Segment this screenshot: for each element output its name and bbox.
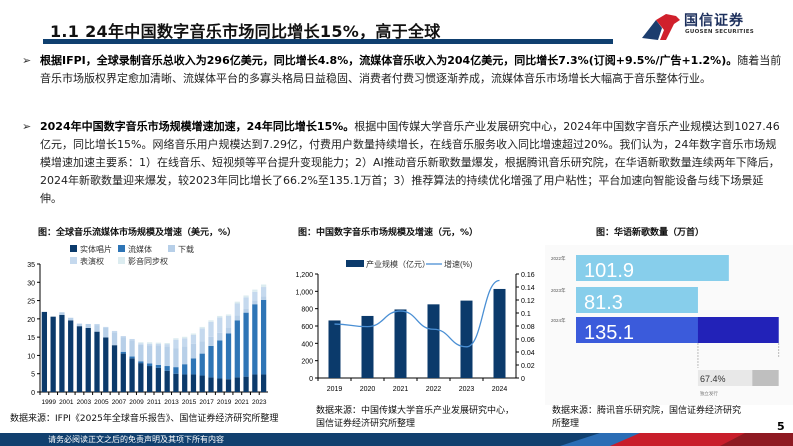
chart-chinese-new-songs-hbar: 2022年 101.9 2023年 81.3 2024年 135.1 67.4% 独立发行 — [545, 245, 793, 405]
chart3-source-line1: 数据来源：腾讯音乐研究院，国信证券经济研究 — [552, 406, 742, 416]
svg-text:2013: 2013 — [164, 399, 179, 406]
svg-text:实体唱片: 实体唱片 — [80, 244, 112, 254]
chart1-title: 图：全球音乐流媒体市场规模及增速（美元，%） — [38, 228, 237, 238]
svg-text:200: 200 — [301, 359, 313, 366]
chart-china-digital-music-bar-line: 0 200 400 600 800 1,000 1,200 0 0.02 0.04 0.06 0.08… — [295, 259, 535, 393]
chart2-source-line2: 国信证券经济研究所整理 — [316, 419, 416, 429]
svg-text:0.1: 0.1 — [521, 311, 531, 318]
svg-text:0.06: 0.06 — [521, 337, 535, 344]
logo-text-cn: 国信证券 — [684, 13, 744, 29]
svg-text:1999: 1999 — [42, 399, 57, 406]
svg-text:0.12: 0.12 — [521, 298, 535, 305]
svg-text:1,200: 1,200 — [295, 272, 313, 279]
svg-text:2023年: 2023年 — [551, 287, 566, 294]
svg-text:30: 30 — [27, 280, 35, 287]
svg-text:0.08: 0.08 — [521, 324, 535, 331]
title-underline — [43, 39, 613, 44]
svg-text:下载: 下载 — [178, 244, 194, 254]
logo-text-en: GUOSEN SECURITIES — [685, 29, 755, 35]
svg-text:2019: 2019 — [327, 386, 343, 393]
svg-text:2024年: 2024年 — [551, 317, 566, 324]
paragraph-body: 随着当前音乐市场版权界定愈加清晰、流媒体平台的多寡头格局日益稳固、消费者付费习惯… — [40, 54, 782, 85]
svg-text:独立发行: 独立发行 — [700, 390, 718, 397]
guosen-logo-icon — [642, 14, 680, 40]
svg-text:20: 20 — [27, 317, 35, 324]
svg-text:2007: 2007 — [112, 399, 127, 406]
svg-text:2005: 2005 — [94, 399, 109, 406]
svg-text:35: 35 — [27, 262, 35, 269]
svg-text:2011: 2011 — [147, 399, 161, 406]
svg-text:产业规模（亿元）: 产业规模（亿元） — [366, 259, 430, 269]
svg-text:101.9: 101.9 — [584, 260, 634, 282]
svg-text:2019: 2019 — [217, 399, 232, 406]
svg-text:2015: 2015 — [182, 399, 197, 406]
svg-text:0: 0 — [31, 390, 35, 397]
page-number: 5 — [777, 420, 785, 433]
svg-text:流媒体: 流媒体 — [128, 244, 152, 254]
svg-text:2009: 2009 — [129, 399, 144, 406]
svg-text:5: 5 — [31, 372, 35, 379]
svg-text:800: 800 — [301, 307, 313, 314]
svg-text:10: 10 — [27, 353, 35, 360]
arrow-bullet-icon: ➢ — [22, 54, 32, 67]
svg-text:1,000: 1,000 — [295, 289, 313, 296]
svg-text:600: 600 — [301, 324, 313, 331]
svg-text:影音同步权: 影音同步权 — [128, 256, 168, 266]
paragraph-body: 根据中国传媒大学音乐产业发展研究中心，2024年中国数字音乐产业规模达到1027… — [40, 120, 780, 205]
svg-text:135.1: 135.1 — [584, 322, 634, 344]
svg-text:400: 400 — [301, 341, 313, 348]
svg-text:2017: 2017 — [199, 399, 214, 406]
svg-text:2020: 2020 — [360, 386, 376, 393]
chart2-title: 图：中国数字音乐市场规模及增速（元，%） — [298, 228, 479, 238]
svg-text:2024: 2024 — [492, 386, 508, 393]
svg-text:2021: 2021 — [234, 399, 249, 406]
svg-text:表演权: 表演权 — [80, 256, 104, 266]
chart1-source: 数据来源：IFPI《2025年全球音乐报告》、国信证券经济研究所整理 — [10, 414, 279, 424]
chart3-title: 图：华语新歌数量（万首） — [596, 228, 705, 238]
chart3-source-line2: 所整理 — [552, 419, 580, 429]
svg-text:0: 0 — [521, 376, 525, 383]
svg-text:25: 25 — [27, 299, 35, 306]
svg-text:2001: 2001 — [59, 399, 74, 406]
svg-text:15: 15 — [27, 335, 35, 342]
svg-text:81.3: 81.3 — [584, 292, 623, 314]
svg-text:0.04: 0.04 — [521, 350, 535, 357]
svg-text:2021: 2021 — [393, 386, 409, 393]
svg-text:2023: 2023 — [252, 399, 267, 406]
paragraph-bold-lead: 根据IFPI，全球录制音乐总收入为296亿美元，同比增长4.8%，流媒体音乐收入… — [40, 54, 738, 67]
footer-bar: 请务必阅读正文之后的免责声明及其项下所有内容 — [0, 433, 793, 446]
svg-text:0.14: 0.14 — [521, 285, 535, 292]
svg-text:2003: 2003 — [77, 399, 92, 406]
svg-text:2022: 2022 — [426, 386, 442, 393]
svg-text:2023: 2023 — [459, 386, 475, 393]
footer-decoration-icon — [560, 433, 793, 446]
svg-text:0.16: 0.16 — [521, 272, 535, 279]
svg-text:2022年: 2022年 — [551, 255, 566, 262]
paragraph-bold-lead: 2024年中国数字音乐市场规模增速加速，24年同比增长15%。 — [40, 120, 355, 133]
footer-disclaimer: 请务必阅读正文之后的免责声明及其项下所有内容 — [48, 435, 224, 444]
paragraph-global-music: ➢ 根据IFPI，全球录制音乐总收入为296亿美元，同比增长4.8%，流媒体音乐… — [22, 52, 782, 88]
svg-text:0: 0 — [309, 376, 313, 383]
chart2-source-line1: 数据来源：中国传媒大学音乐产业发展研究中心， — [316, 406, 515, 416]
svg-text:0.02: 0.02 — [521, 363, 535, 370]
page-title: 1.1 24年中国数字音乐市场同比增长15%，高于全球 — [50, 22, 441, 41]
svg-text:67.4%: 67.4% — [700, 374, 726, 384]
arrow-bullet-icon: ➢ — [22, 120, 32, 133]
paragraph-china-music: ➢ 2024年中国数字音乐市场规模增速加速，24年同比增长15%。根据中国传媒大… — [22, 118, 782, 208]
svg-text:增速(%): 增速(%) — [444, 259, 473, 269]
